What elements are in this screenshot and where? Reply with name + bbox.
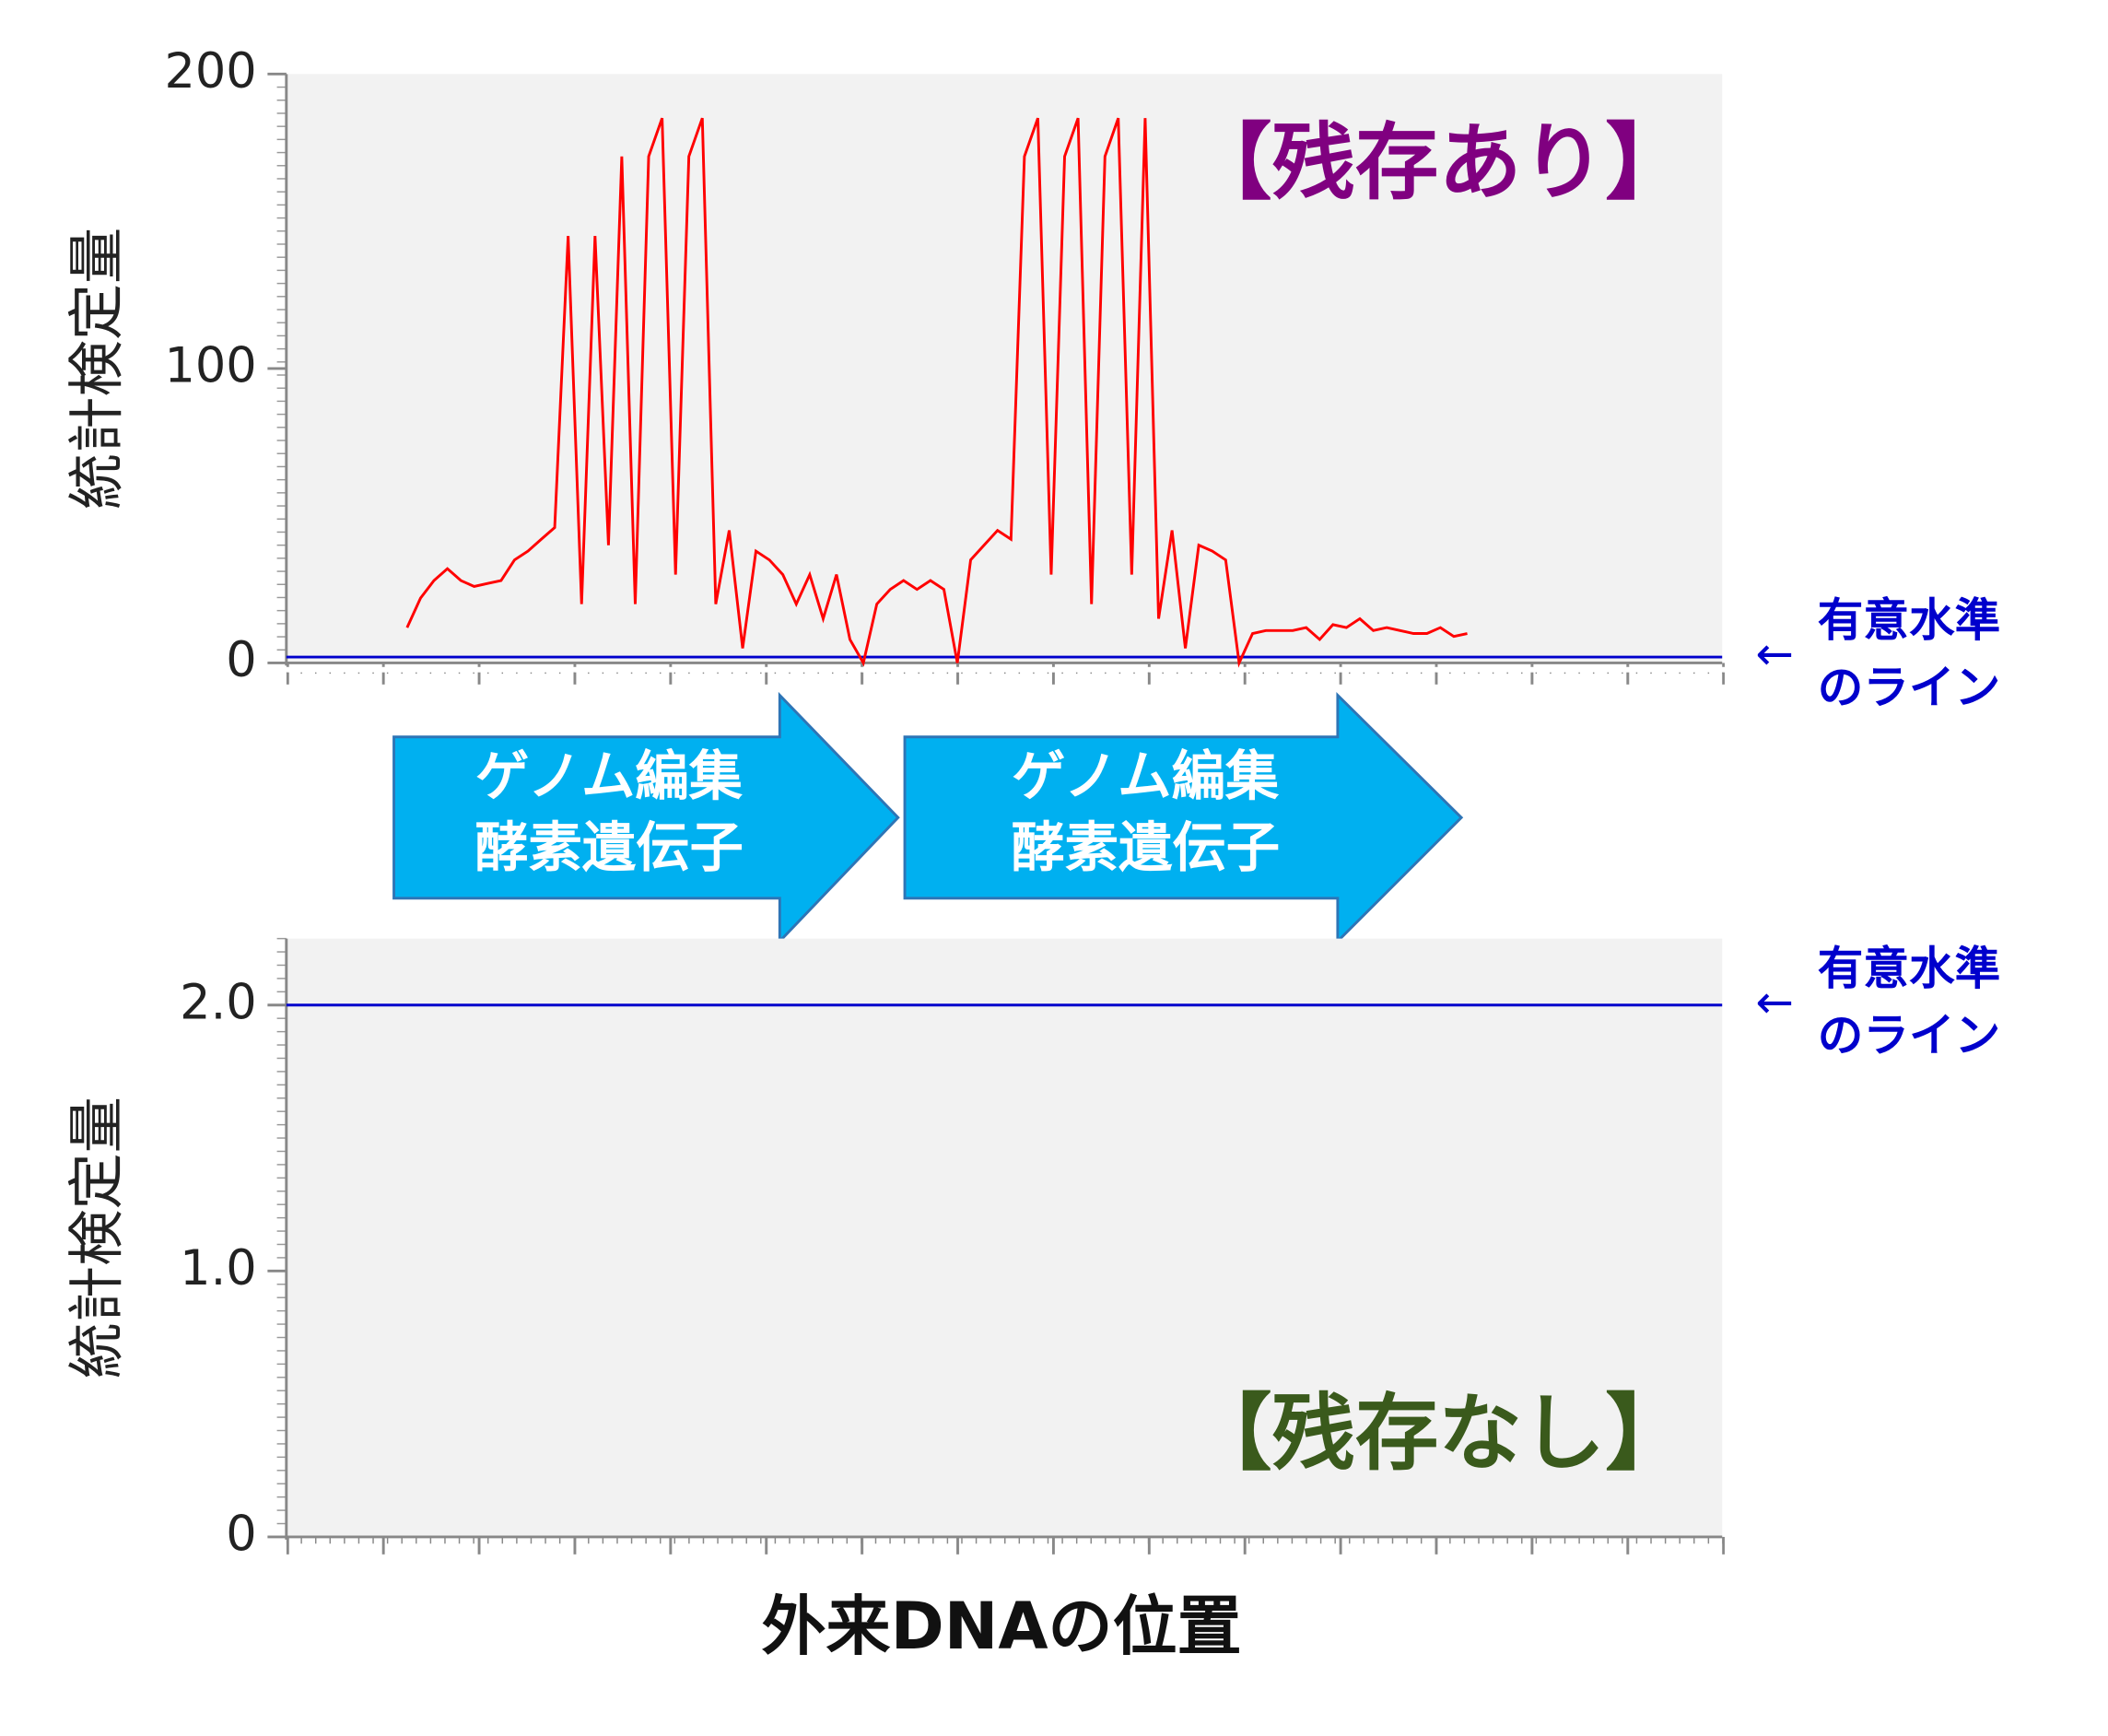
x-major-ticks	[286, 1536, 1726, 1559]
y-axis-label: 統計検定量	[64, 228, 130, 510]
x-major-ticks	[286, 663, 1726, 685]
arrow-text: ゲノム編集	[475, 745, 744, 808]
threshold-label: 有意水準	[1818, 942, 2000, 995]
y-tick-label: 1.0	[180, 1240, 257, 1296]
arrow-text: ゲノム編集	[1012, 745, 1280, 808]
status-label: 【残存あり】	[1189, 114, 1689, 211]
plot-area	[286, 74, 1723, 663]
arrow-text: 酵素遺伝子	[474, 816, 744, 879]
y-tick-label: 0	[226, 632, 256, 688]
plot-area	[286, 938, 1723, 1537]
status-label: 【残存なし】	[1189, 1385, 1689, 1482]
arrow-text: 酵素遺伝子	[1011, 816, 1280, 879]
gene-arrows: ゲノム編集 酵素遺伝子 ゲノム編集 酵素遺伝子	[392, 691, 1464, 945]
gene-arrow	[392, 691, 900, 945]
threshold-arrow: ←	[1755, 628, 1794, 681]
y-axis-label: 統計検定量	[64, 1097, 130, 1378]
data-line	[405, 117, 1468, 668]
y-tick-label: 100	[164, 338, 256, 394]
threshold-label: のライン	[1818, 1009, 2000, 1062]
y-tick-label: 200	[164, 43, 256, 100]
threshold-label: 有意水準	[1818, 593, 2000, 647]
y-tick-label: 0	[226, 1507, 256, 1563]
x-axis-label: 外来DNAの位置	[762, 1589, 1242, 1664]
gene-arrow	[903, 691, 1464, 945]
threshold-label: のライン	[1818, 661, 2000, 714]
y-tick-label: 2.0	[180, 974, 257, 1030]
threshold-arrow: ←	[1755, 975, 1794, 1028]
